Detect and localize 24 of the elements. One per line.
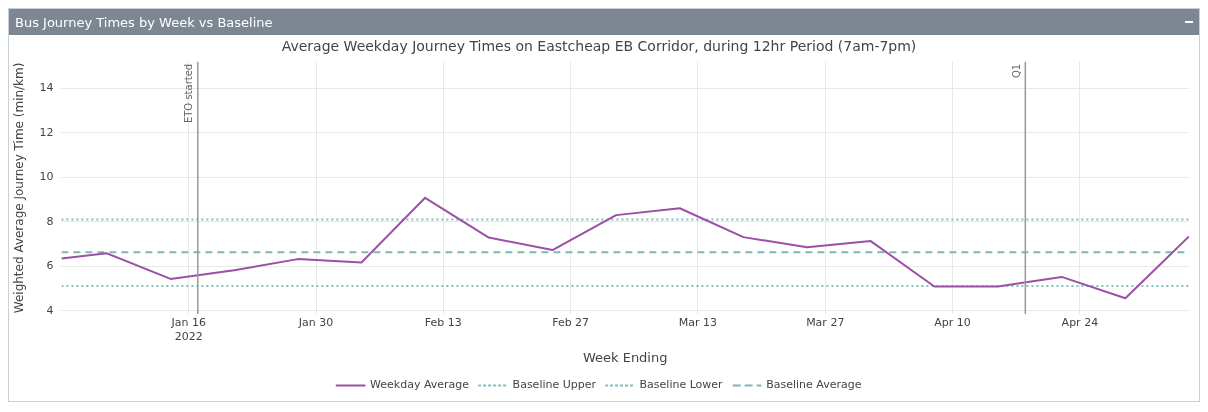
ref-line-label: ETO started [183,63,195,124]
chart-title: Bus Journey Times by Week vs Baseline [15,14,273,30]
y-tick-label: 14 [39,81,54,95]
ref-line-label: Q1 [1010,63,1022,79]
x-tick-label: Apr 24 [1061,316,1099,330]
x-tick-label: Jan 16 2022 [170,316,206,343]
x-tick-label: Feb 27 [552,316,590,330]
chart-subtitle: Average Weekday Journey Times on Eastcheap EB Corridor, during 12hr Period (7am-7pm) [281,38,917,55]
legend-label: Baseline Upper [512,378,597,392]
y-tick-label: 6 [46,259,54,273]
y-axis-title: Weighted Average Journey Time (min/km) [12,62,27,314]
y-tick-label: 10 [39,170,54,184]
x-tick-label: Apr 10 [934,316,971,330]
y-tick-label: 8 [46,214,54,228]
legend-label: Weekday Average [370,378,470,392]
y-tick-label: 12 [39,125,54,139]
x-tick-label: Feb 13 [424,316,462,330]
x-tick-label: Mar 27 [806,316,845,330]
x-tick-label: Mar 13 [678,316,718,330]
legend-label: Baseline Lower [639,378,724,392]
y-tick-label: 4 [46,303,54,317]
x-axis-title: Week Ending [582,349,668,365]
legend-label: Baseline Average [766,378,862,392]
x-tick-label: Jan 30 [297,316,334,330]
